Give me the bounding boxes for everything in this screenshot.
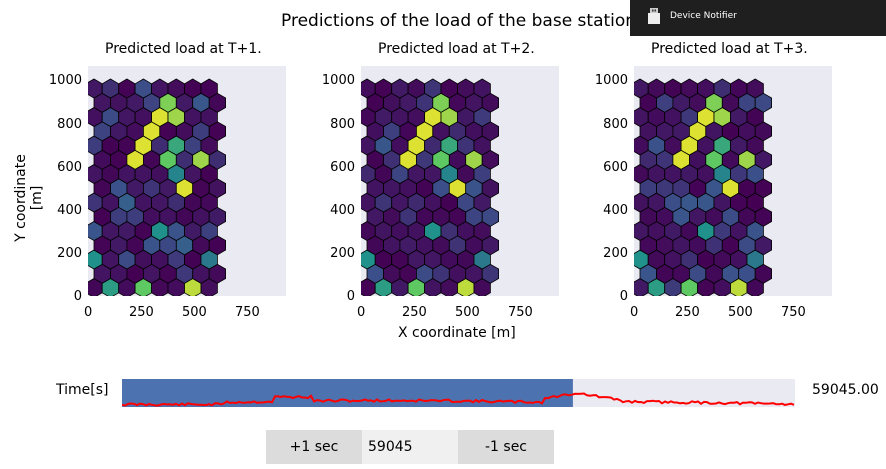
y-tick-label: 800	[330, 117, 355, 132]
y-axis-label: Y coordinate [m]	[13, 154, 45, 242]
time-textbox[interactable]: 59045	[362, 430, 458, 464]
y-tick-label: 1000	[321, 73, 355, 88]
hexbin-panel-3	[631, 66, 832, 298]
time-slider-value: 59045.00	[812, 382, 879, 398]
y-tick-label: 600	[603, 160, 628, 175]
hexbin-cell	[440, 78, 458, 99]
figure-title: Predictions of the load of the base stat…	[281, 11, 645, 31]
hexbin-cell	[101, 78, 120, 99]
y-tick-label: 0	[619, 289, 628, 304]
device-notifier-label: Device Notifier	[670, 11, 737, 21]
hexbin-cell	[680, 78, 698, 99]
x-tick-label: 250	[675, 305, 700, 320]
panel-title-3: Predicted load at T+3.	[651, 41, 808, 57]
hexbin-cell	[151, 78, 169, 99]
hexbin-cell	[184, 78, 202, 99]
y-tick-label: 400	[330, 203, 355, 218]
hexbin-cell	[391, 78, 409, 99]
hexbin-cell	[407, 78, 425, 99]
hexbin-cell	[647, 78, 666, 99]
hexbin-cell	[664, 78, 682, 99]
hexbin-plot-3	[631, 78, 773, 298]
hexbin-cell	[746, 78, 764, 99]
y-tick-label: 1000	[48, 73, 82, 88]
y-tick-label: 200	[330, 246, 355, 261]
load-trace-line	[121, 392, 795, 407]
hexbin-cell	[457, 78, 475, 99]
x-tick-label: 0	[357, 305, 366, 320]
x-tick-label: 750	[235, 305, 260, 320]
hexbin-cell	[473, 78, 491, 99]
time-slider-label: Time[s]	[56, 382, 109, 398]
y-tick-label: 0	[346, 289, 355, 304]
y-tick-label: 200	[57, 246, 82, 261]
y-tick-label: 200	[603, 246, 628, 261]
x-tick-label: 500	[182, 305, 207, 320]
time-slider[interactable]	[121, 379, 795, 407]
x-tick-label: 0	[630, 305, 639, 320]
minus-one-sec-button[interactable]: -1 sec	[458, 430, 554, 464]
x-tick-label: 250	[129, 305, 154, 320]
hexbin-cell	[713, 78, 731, 99]
y-tick-label: 800	[57, 117, 82, 132]
x-tick-label: 0	[84, 305, 93, 320]
hexbin-panel-2	[358, 66, 559, 298]
y-tick-label: 0	[73, 289, 82, 304]
hexbin-cell	[134, 78, 152, 99]
y-tick-label: 800	[603, 117, 628, 132]
y-tick-label: 600	[330, 160, 355, 175]
hexbin-cell	[697, 78, 715, 99]
hexbin-cell	[167, 78, 185, 99]
y-tick-label: 400	[57, 203, 82, 218]
hexbin-plot-1	[85, 78, 227, 298]
y-tick-label: 1000	[594, 73, 628, 88]
x-axis-label: X coordinate [m]	[398, 325, 516, 341]
slider-fill	[122, 379, 573, 407]
hexbin-cell	[374, 78, 393, 99]
hexbin-cell	[200, 78, 218, 99]
panel-title-1: Predicted load at T+1.	[105, 41, 262, 57]
x-tick-label: 500	[455, 305, 480, 320]
hexbin-panel-1	[85, 66, 286, 298]
hexbin-cell	[118, 78, 136, 99]
y-tick-label: 400	[603, 203, 628, 218]
x-tick-label: 750	[508, 305, 533, 320]
y-tick-label: 600	[57, 160, 82, 175]
plus-one-sec-button[interactable]: +1 sec	[266, 430, 362, 464]
usb-drive-icon	[648, 8, 660, 24]
hexbin-plot-2	[358, 78, 500, 298]
x-tick-label: 250	[402, 305, 427, 320]
device-notifier[interactable]: Device Notifier	[630, 0, 886, 36]
hexbin-cell	[730, 78, 748, 99]
x-tick-label: 500	[728, 305, 753, 320]
hexbin-cell	[424, 78, 442, 99]
time-slider-track[interactable]	[121, 379, 795, 407]
x-tick-label: 750	[781, 305, 806, 320]
panel-title-2: Predicted load at T+2.	[378, 41, 535, 57]
